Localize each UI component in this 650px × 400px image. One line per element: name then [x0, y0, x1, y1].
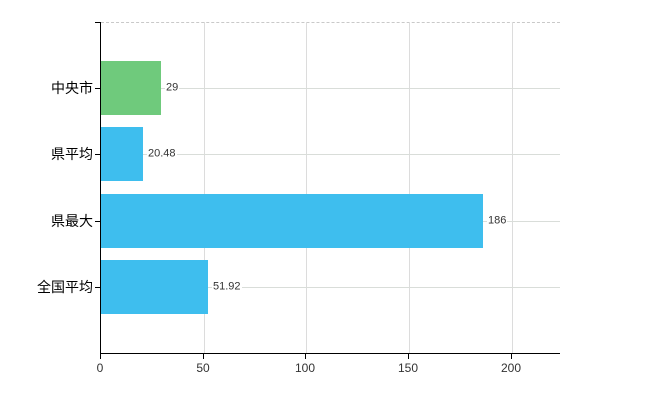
bar-chuo-shi: [101, 61, 161, 115]
x-axis-tick-label: 0: [96, 361, 104, 375]
x-axis-tick: [100, 354, 101, 359]
bar-value-label: 186: [487, 214, 508, 227]
category-label: 全国平均: [37, 279, 93, 295]
x-axis-tick-label: 50: [196, 361, 210, 375]
y-axis-tick: [95, 221, 101, 222]
category-label: 県最大: [51, 213, 93, 229]
row-gridline: [101, 154, 560, 155]
vertical-gridline: [204, 22, 205, 353]
x-axis-tick-label: 200: [500, 361, 522, 375]
x-axis-tick: [511, 354, 512, 359]
y-axis-tick: [95, 88, 101, 89]
y-axis-tick: [95, 287, 101, 288]
y-axis-tick: [95, 22, 101, 23]
x-axis-tick: [305, 354, 306, 359]
bar-value-label: 29: [165, 81, 180, 94]
bar-value-label: 20.48: [147, 147, 177, 160]
plot-top-border: [101, 22, 560, 23]
vertical-gridline: [512, 22, 513, 353]
bar-zenkoku-heikin: [101, 260, 208, 314]
bar-ken-saidai: [101, 194, 483, 248]
row-gridline: [101, 287, 560, 288]
bar-ken-heikin: [101, 127, 143, 181]
plot-area: 29 20.48 186 51.92: [100, 22, 560, 354]
x-axis-tick: [408, 354, 409, 359]
category-label: 県平均: [51, 146, 93, 162]
x-axis-tick-label: 100: [294, 361, 316, 375]
vertical-gridline: [306, 22, 307, 353]
bar-value-label: 51.92: [212, 280, 242, 293]
category-label: 中央市: [51, 80, 93, 96]
row-gridline: [101, 88, 560, 89]
vertical-gridline: [409, 22, 410, 353]
x-axis-tick: [203, 354, 204, 359]
x-axis-tick-label: 150: [397, 361, 419, 375]
y-axis-tick: [95, 154, 101, 155]
